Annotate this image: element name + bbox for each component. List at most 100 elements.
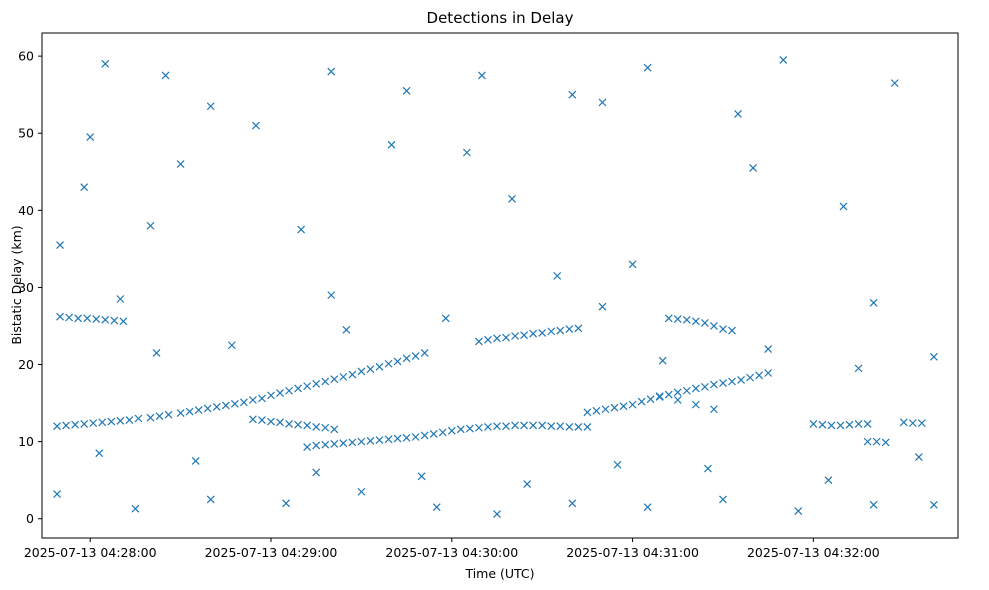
data-point bbox=[194, 406, 203, 414]
data-point bbox=[474, 337, 483, 346]
data-point bbox=[438, 428, 447, 437]
data-point bbox=[779, 56, 788, 64]
data-point bbox=[248, 396, 257, 404]
data-point bbox=[267, 417, 275, 426]
data-point bbox=[863, 419, 872, 428]
data-point bbox=[230, 399, 239, 408]
data-point bbox=[854, 364, 863, 373]
plot-frame bbox=[41, 32, 959, 539]
data-point bbox=[411, 352, 420, 360]
data-point bbox=[89, 419, 98, 428]
data-point bbox=[312, 423, 321, 431]
data-point bbox=[92, 315, 101, 323]
data-point bbox=[643, 503, 652, 512]
data-point bbox=[502, 333, 510, 342]
data-point bbox=[83, 314, 92, 323]
data-point bbox=[929, 500, 938, 509]
data-point bbox=[568, 499, 577, 508]
data-point bbox=[908, 419, 917, 428]
data-point bbox=[818, 420, 827, 429]
data-point bbox=[574, 423, 583, 431]
data-point bbox=[493, 510, 501, 519]
data-point bbox=[348, 370, 357, 379]
data-point bbox=[755, 371, 764, 380]
data-point bbox=[65, 313, 74, 322]
data-point bbox=[339, 439, 348, 448]
data-point bbox=[827, 421, 836, 430]
data-point bbox=[502, 422, 510, 431]
data-point bbox=[321, 423, 330, 432]
x-tick-label: 2025-07-13 04:32:00 bbox=[747, 545, 880, 560]
data-point bbox=[664, 390, 673, 399]
data-point bbox=[110, 316, 119, 325]
data-point bbox=[474, 423, 483, 432]
data-point bbox=[508, 194, 516, 203]
data-point bbox=[673, 388, 682, 397]
data-point bbox=[212, 403, 221, 411]
data-point bbox=[267, 391, 275, 400]
data-point bbox=[366, 365, 375, 374]
data-point bbox=[80, 419, 89, 428]
data-point bbox=[312, 441, 321, 450]
data-point bbox=[330, 440, 339, 448]
data-point bbox=[152, 349, 161, 357]
data-point bbox=[547, 422, 556, 431]
y-axis-label: Bistatic Delay (km) bbox=[9, 225, 24, 344]
data-point bbox=[691, 400, 700, 409]
data-point bbox=[477, 71, 486, 80]
data-point bbox=[327, 67, 336, 76]
data-point bbox=[746, 373, 755, 382]
data-points bbox=[53, 56, 938, 519]
data-point bbox=[95, 449, 104, 458]
data-point bbox=[484, 423, 492, 431]
data-point bbox=[282, 499, 290, 508]
data-point bbox=[719, 495, 727, 504]
data-point bbox=[134, 414, 143, 423]
data-point bbox=[556, 326, 565, 335]
x-axis: 2025-07-13 04:28:00 2025-07-13 04:29:00 20… bbox=[24, 538, 880, 560]
data-point bbox=[598, 302, 607, 311]
y-tick-label: 50 bbox=[18, 126, 34, 141]
data-point bbox=[610, 403, 619, 412]
data-point bbox=[929, 352, 938, 361]
data-point bbox=[869, 500, 878, 509]
data-point bbox=[294, 420, 303, 429]
data-point bbox=[728, 377, 736, 386]
data-point bbox=[682, 386, 691, 395]
data-point bbox=[125, 416, 134, 424]
data-point bbox=[628, 260, 637, 269]
data-point bbox=[839, 202, 848, 211]
data-point bbox=[673, 315, 682, 323]
data-point bbox=[520, 331, 529, 340]
data-point bbox=[206, 102, 215, 111]
data-point bbox=[294, 384, 303, 393]
data-point bbox=[285, 419, 294, 428]
data-point bbox=[493, 422, 501, 431]
chart-title: Detections in Delay bbox=[427, 9, 574, 27]
data-point bbox=[664, 314, 673, 323]
data-point bbox=[447, 426, 456, 435]
data-point bbox=[312, 379, 321, 388]
data-point bbox=[872, 437, 881, 446]
data-point bbox=[863, 437, 872, 446]
x-tick-label: 2025-07-13 04:30:00 bbox=[385, 545, 518, 560]
data-point bbox=[56, 241, 65, 249]
data-point bbox=[357, 437, 366, 446]
data-point bbox=[258, 416, 266, 424]
data-point bbox=[529, 329, 538, 338]
data-point bbox=[62, 421, 71, 430]
data-point bbox=[511, 421, 519, 430]
y-tick-label: 10 bbox=[18, 434, 34, 449]
y-tick-label: 0 bbox=[26, 511, 34, 526]
data-point bbox=[553, 271, 562, 280]
data-point bbox=[637, 397, 646, 406]
data-point bbox=[601, 405, 610, 414]
data-point bbox=[568, 90, 577, 99]
data-point bbox=[628, 400, 637, 409]
y-tick-label: 30 bbox=[18, 280, 34, 295]
data-point bbox=[357, 487, 366, 496]
data-point bbox=[420, 431, 429, 440]
data-point bbox=[312, 468, 321, 477]
data-point bbox=[402, 433, 411, 442]
